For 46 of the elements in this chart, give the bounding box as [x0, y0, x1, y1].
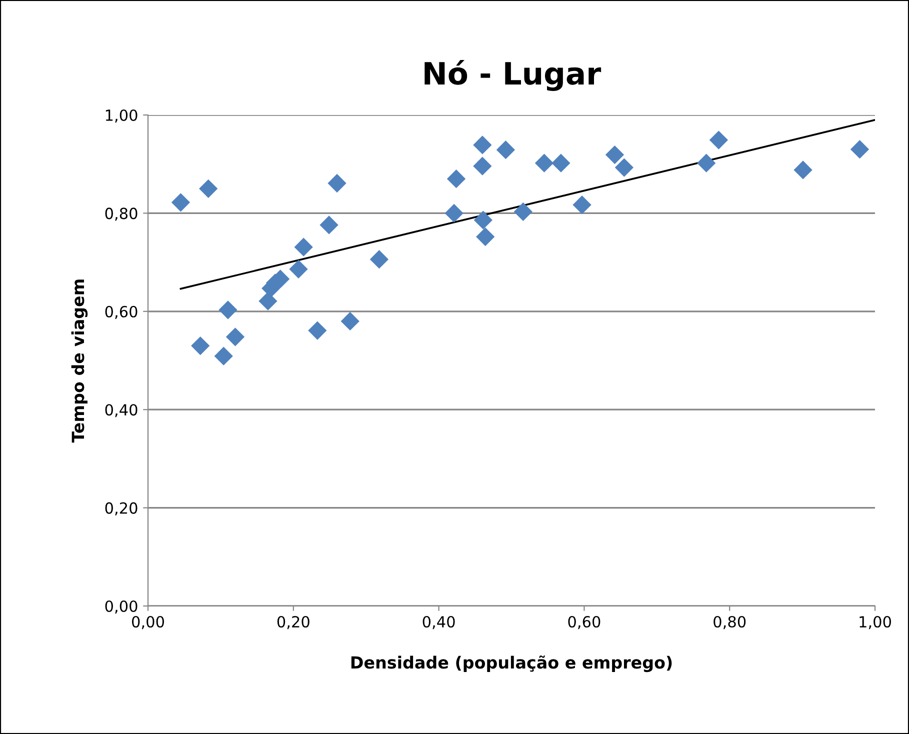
point	[370, 250, 389, 269]
y-tick-label: 0,80	[105, 208, 138, 221]
x-tick-label: 0,40	[422, 616, 455, 630]
y-tick-label: 0,00	[105, 600, 138, 614]
point	[294, 238, 313, 256]
point	[191, 336, 210, 356]
point	[320, 216, 338, 234]
point	[850, 140, 870, 159]
point	[605, 145, 624, 164]
point	[534, 154, 554, 172]
point	[199, 179, 218, 198]
point	[514, 202, 532, 222]
point	[474, 210, 492, 230]
point	[289, 260, 308, 278]
y-axis-title: Tempo de viagem	[71, 280, 88, 443]
y-tick-label: 0,60	[105, 306, 138, 319]
point	[697, 154, 716, 172]
x-tick-label: 1,00	[860, 616, 891, 630]
x-tick-label: 0,00	[132, 616, 164, 630]
point	[340, 312, 360, 331]
point	[226, 328, 245, 346]
x-tick-label: 0,20	[277, 616, 310, 630]
point	[476, 227, 495, 246]
point	[473, 136, 492, 154]
point	[171, 193, 190, 212]
point	[473, 156, 492, 176]
point	[308, 321, 327, 340]
y-tick-label: 1,00	[106, 109, 138, 123]
x-axis-title: Densidade (população e emprego)	[351, 656, 672, 672]
y-tick-label: 0,20	[105, 502, 138, 516]
point	[446, 170, 466, 188]
x-tick-label: 0,60	[568, 616, 600, 630]
point	[214, 346, 233, 366]
point	[572, 196, 592, 214]
y-tick-label: 0,40	[105, 404, 138, 418]
point	[328, 174, 346, 193]
point	[496, 140, 515, 160]
chart-title: Nó - Lugar	[424, 60, 602, 92]
point	[444, 204, 464, 223]
point	[709, 130, 728, 150]
point	[218, 300, 238, 320]
point	[258, 292, 278, 310]
x-tick-label: 0,80	[714, 616, 746, 630]
point	[614, 158, 634, 177]
point	[794, 160, 812, 180]
point	[552, 154, 570, 172]
